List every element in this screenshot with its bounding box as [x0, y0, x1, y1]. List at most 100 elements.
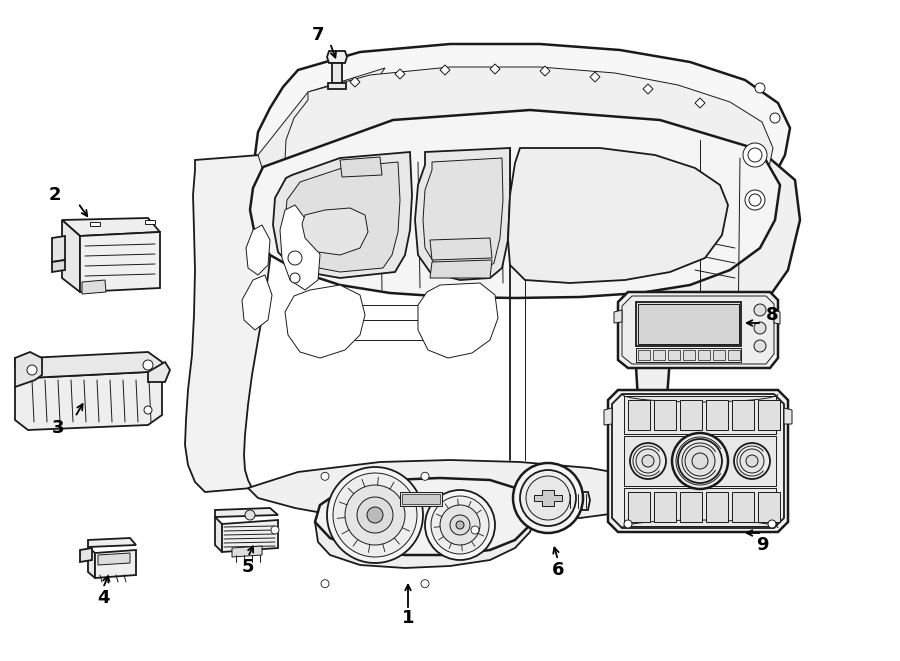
Polygon shape [215, 508, 278, 517]
Circle shape [144, 406, 152, 414]
Polygon shape [248, 460, 660, 522]
Polygon shape [258, 68, 385, 208]
Polygon shape [328, 83, 346, 89]
Polygon shape [695, 98, 705, 108]
Polygon shape [423, 158, 503, 273]
Bar [654, 400, 676, 430]
Polygon shape [415, 148, 510, 280]
Polygon shape [52, 236, 65, 262]
Polygon shape [612, 394, 784, 528]
Polygon shape [540, 66, 550, 76]
Circle shape [770, 113, 780, 123]
Circle shape [692, 453, 708, 469]
Text: 3: 3 [52, 419, 64, 437]
Polygon shape [52, 260, 65, 272]
Polygon shape [640, 455, 680, 496]
Circle shape [513, 463, 583, 533]
Circle shape [290, 273, 300, 283]
Text: 4: 4 [97, 589, 109, 607]
Polygon shape [62, 218, 160, 236]
Polygon shape [490, 64, 500, 74]
Polygon shape [148, 362, 170, 382]
Bar [706, 492, 728, 522]
Polygon shape [643, 84, 653, 94]
Polygon shape [774, 310, 780, 324]
Bar [400, 492, 442, 506]
Circle shape [456, 521, 464, 529]
Polygon shape [395, 69, 405, 79]
Bar [732, 400, 754, 430]
Polygon shape [285, 285, 365, 358]
Polygon shape [185, 155, 272, 492]
Text: 8: 8 [766, 306, 778, 324]
Bar [683, 350, 695, 360]
Polygon shape [608, 390, 788, 532]
Circle shape [636, 449, 660, 473]
Bar [653, 350, 665, 360]
Text: 1: 1 [401, 609, 414, 627]
Polygon shape [302, 208, 368, 255]
Bar [638, 304, 739, 344]
Bar [680, 492, 702, 522]
Circle shape [624, 520, 632, 528]
Circle shape [754, 322, 766, 334]
Polygon shape [250, 110, 780, 298]
Circle shape [740, 449, 764, 473]
Bar [624, 396, 776, 434]
Text: 2: 2 [49, 186, 61, 204]
Circle shape [471, 526, 479, 534]
Circle shape [642, 455, 654, 467]
Polygon shape [15, 372, 162, 430]
Polygon shape [80, 548, 92, 562]
Bar [713, 350, 725, 360]
Bar [628, 492, 650, 522]
Polygon shape [255, 44, 790, 243]
Polygon shape [285, 162, 400, 272]
Polygon shape [508, 148, 728, 283]
Circle shape [678, 439, 722, 483]
Text: 7: 7 [311, 26, 324, 44]
Circle shape [425, 490, 495, 560]
Polygon shape [315, 478, 535, 555]
Bar [732, 492, 754, 522]
Polygon shape [82, 280, 106, 294]
Polygon shape [534, 490, 562, 506]
Circle shape [333, 473, 417, 557]
Circle shape [685, 446, 715, 476]
Bar [668, 350, 680, 360]
Text: 5: 5 [242, 558, 254, 576]
Circle shape [754, 304, 766, 316]
Polygon shape [222, 520, 278, 552]
Polygon shape [242, 275, 272, 330]
Bar [636, 302, 741, 346]
Circle shape [672, 433, 728, 489]
Polygon shape [562, 492, 590, 510]
Polygon shape [88, 538, 136, 547]
Circle shape [526, 476, 570, 520]
Bar [680, 400, 702, 430]
Circle shape [743, 143, 767, 167]
Bar [628, 400, 650, 430]
Circle shape [27, 365, 37, 375]
Polygon shape [430, 238, 492, 260]
Polygon shape [145, 220, 155, 224]
Circle shape [768, 520, 776, 528]
Circle shape [450, 515, 470, 535]
Bar [698, 350, 710, 360]
Polygon shape [418, 283, 498, 358]
Text: 9: 9 [756, 536, 769, 554]
Polygon shape [232, 546, 262, 557]
Circle shape [421, 473, 429, 481]
Polygon shape [95, 550, 136, 578]
Circle shape [431, 496, 489, 554]
Circle shape [748, 148, 762, 162]
Bar [624, 488, 776, 526]
Circle shape [288, 251, 302, 265]
Polygon shape [635, 120, 800, 488]
Polygon shape [340, 157, 382, 177]
Circle shape [327, 467, 423, 563]
Circle shape [630, 443, 666, 479]
Bar [706, 400, 728, 430]
Polygon shape [614, 310, 622, 323]
Circle shape [745, 190, 765, 210]
